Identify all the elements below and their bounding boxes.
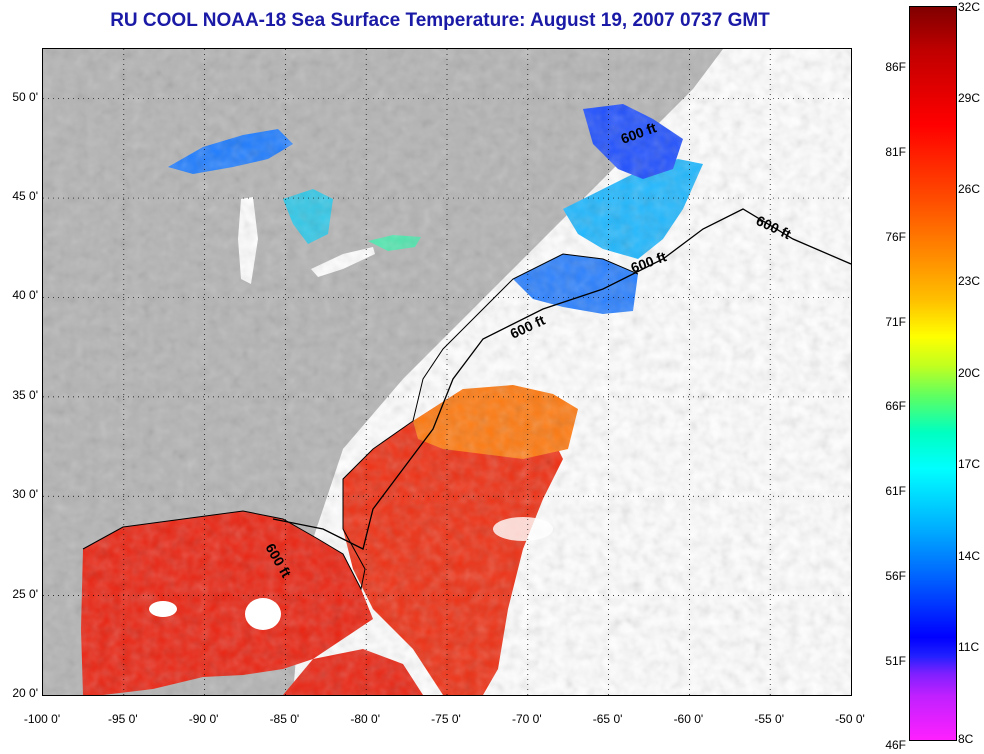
colorbar-celsius-label: 29C [958, 90, 981, 105]
colorbar-celsius-label: 8C [958, 732, 974, 746]
colorbar-fahrenheit-label: 81F [885, 144, 906, 159]
imagery-texture [43, 49, 851, 695]
longitude-tick-label: -85 0' [269, 712, 300, 726]
longitude-tick-label: -95 0' [107, 712, 138, 726]
latitude-tick-label: 40 0' [12, 288, 38, 303]
longitude-tick-label: -65 0' [592, 712, 623, 726]
longitude-tick-label: -70 0' [511, 712, 542, 726]
colorbar-celsius-label: 26C [958, 182, 981, 197]
colorbar-celsius-label: 32C [958, 0, 981, 14]
colorbar-fahrenheit-label: 56F [885, 569, 906, 584]
colorbar-fahrenheit-label: 51F [885, 653, 906, 668]
longitude-tick-label: -100 0' [23, 712, 61, 726]
latitude-tick-label: 35 0' [12, 387, 38, 402]
colorbar-celsius-label: 20C [958, 365, 981, 380]
colorbar-fahrenheit-label: 46F [885, 738, 906, 752]
colorbar-celsius-label: 11C [958, 640, 980, 655]
longitude-tick-label: -80 0' [350, 712, 381, 726]
colorbar-fahrenheit-label: 76F [885, 229, 906, 244]
temperature-colorbar [909, 6, 957, 741]
cloud-patch [149, 601, 177, 617]
sst-map[interactable]: 600 ft 600 ft 600 ft 600 ft 600 ft [42, 48, 852, 696]
longitude-tick-label: -55 0' [754, 712, 785, 726]
latitude-tick-label: 45 0' [12, 189, 38, 204]
colorbar-fahrenheit-label: 66F [885, 399, 906, 414]
sst-map-canvas: 600 ft 600 ft 600 ft 600 ft 600 ft [43, 49, 851, 695]
longitude-tick-label: -90 0' [188, 712, 219, 726]
colorbar-celsius-label: 14C [958, 548, 981, 563]
colorbar-fahrenheit-label: 71F [885, 314, 906, 329]
colorbar-fahrenheit-label: 61F [885, 484, 906, 499]
colorbar-celsius-label: 23C [958, 273, 981, 288]
cloud-patch [493, 517, 553, 541]
coastline [82, 253, 639, 591]
cloud-patch [245, 598, 281, 630]
latitude-tick-label: 20 0' [12, 686, 38, 700]
latitude-tick-label: 50 0' [12, 89, 38, 104]
isobath-600ft [272, 208, 851, 550]
longitude-tick-label: -50 0' [835, 712, 865, 726]
longitude-tick-label: -60 0' [673, 712, 704, 726]
colorbar-fahrenheit-label: 86F [885, 60, 906, 75]
colorbar-celsius-label: 17C [958, 457, 981, 472]
latitude-tick-label: 25 0' [12, 586, 38, 601]
map-title: RU COOL NOAA-18 Sea Surface Temperature:… [110, 10, 770, 31]
longitude-tick-label: -75 0' [431, 712, 461, 726]
latitude-tick-label: 30 0' [12, 487, 38, 502]
